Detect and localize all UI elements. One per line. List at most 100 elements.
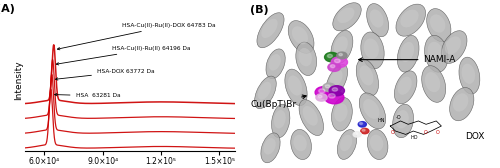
Ellipse shape bbox=[361, 32, 384, 69]
Ellipse shape bbox=[334, 103, 347, 122]
Text: O: O bbox=[424, 130, 427, 135]
Ellipse shape bbox=[445, 36, 461, 54]
Circle shape bbox=[328, 94, 335, 98]
Ellipse shape bbox=[302, 106, 318, 126]
Circle shape bbox=[326, 85, 330, 88]
Ellipse shape bbox=[264, 138, 276, 155]
Ellipse shape bbox=[338, 130, 356, 159]
Text: -O: -O bbox=[396, 115, 401, 120]
Ellipse shape bbox=[329, 70, 342, 88]
Ellipse shape bbox=[331, 30, 353, 64]
Ellipse shape bbox=[298, 48, 312, 66]
Circle shape bbox=[358, 122, 366, 127]
Ellipse shape bbox=[326, 64, 347, 97]
Ellipse shape bbox=[266, 49, 285, 79]
Ellipse shape bbox=[425, 72, 440, 92]
Ellipse shape bbox=[426, 9, 451, 42]
X-axis label: m/z: m/z bbox=[122, 167, 138, 168]
Ellipse shape bbox=[459, 57, 480, 94]
Circle shape bbox=[315, 87, 333, 98]
Circle shape bbox=[339, 53, 342, 56]
Ellipse shape bbox=[398, 35, 419, 72]
Ellipse shape bbox=[366, 4, 388, 37]
Circle shape bbox=[337, 52, 347, 59]
Ellipse shape bbox=[337, 7, 354, 23]
Circle shape bbox=[353, 132, 362, 137]
Text: O: O bbox=[436, 130, 440, 135]
Y-axis label: Intensity: Intensity bbox=[14, 61, 24, 100]
Circle shape bbox=[329, 86, 344, 96]
Circle shape bbox=[362, 129, 365, 131]
Text: (A): (A) bbox=[0, 4, 14, 14]
Ellipse shape bbox=[367, 129, 388, 160]
Ellipse shape bbox=[394, 71, 417, 104]
Ellipse shape bbox=[292, 26, 308, 44]
Circle shape bbox=[318, 95, 322, 98]
Ellipse shape bbox=[396, 110, 409, 129]
Text: HO: HO bbox=[411, 135, 418, 140]
Circle shape bbox=[316, 94, 327, 101]
Ellipse shape bbox=[360, 65, 374, 86]
Circle shape bbox=[330, 65, 335, 68]
Ellipse shape bbox=[392, 104, 413, 138]
Ellipse shape bbox=[450, 88, 474, 121]
Ellipse shape bbox=[261, 133, 280, 163]
Ellipse shape bbox=[257, 13, 284, 48]
Circle shape bbox=[324, 52, 339, 62]
Ellipse shape bbox=[332, 97, 352, 131]
Ellipse shape bbox=[262, 19, 278, 38]
Ellipse shape bbox=[360, 93, 386, 129]
Ellipse shape bbox=[462, 64, 475, 84]
Ellipse shape bbox=[370, 9, 384, 28]
Circle shape bbox=[328, 63, 340, 71]
Ellipse shape bbox=[288, 21, 314, 53]
Ellipse shape bbox=[430, 14, 446, 33]
Ellipse shape bbox=[333, 3, 361, 31]
Ellipse shape bbox=[294, 135, 307, 151]
Text: Cu(BpT)Br: Cu(BpT)Br bbox=[250, 95, 306, 109]
Text: NAMI-A: NAMI-A bbox=[358, 55, 456, 64]
Ellipse shape bbox=[370, 135, 384, 151]
Circle shape bbox=[324, 91, 344, 104]
Ellipse shape bbox=[400, 42, 414, 62]
Text: HSA-Cu(II)-Ru(II) 64196 Da: HSA-Cu(II)-Ru(II) 64196 Da bbox=[56, 46, 191, 65]
Text: HN: HN bbox=[378, 118, 385, 123]
Ellipse shape bbox=[254, 76, 276, 109]
Ellipse shape bbox=[356, 59, 378, 96]
Text: HSA-DOX 63772 Da: HSA-DOX 63772 Da bbox=[56, 69, 154, 80]
Ellipse shape bbox=[396, 4, 426, 36]
Ellipse shape bbox=[334, 36, 348, 54]
Ellipse shape bbox=[453, 93, 468, 112]
Text: HSA  63281 Da: HSA 63281 Da bbox=[54, 93, 120, 98]
Circle shape bbox=[361, 128, 369, 134]
Ellipse shape bbox=[398, 77, 411, 95]
Circle shape bbox=[354, 133, 358, 135]
Circle shape bbox=[318, 89, 325, 93]
Ellipse shape bbox=[296, 42, 316, 76]
Circle shape bbox=[332, 88, 338, 91]
Ellipse shape bbox=[285, 69, 307, 106]
Ellipse shape bbox=[299, 100, 324, 136]
Text: HSA-Cu(II)-Ru(II)-DOX 64783 Da: HSA-Cu(II)-Ru(II)-DOX 64783 Da bbox=[58, 23, 216, 50]
Ellipse shape bbox=[268, 54, 281, 71]
Text: DOX: DOX bbox=[466, 132, 484, 141]
Ellipse shape bbox=[288, 75, 302, 96]
Ellipse shape bbox=[422, 66, 446, 102]
Ellipse shape bbox=[258, 82, 271, 100]
Text: (B): (B) bbox=[250, 5, 268, 15]
Ellipse shape bbox=[424, 35, 448, 72]
Circle shape bbox=[328, 54, 332, 58]
Ellipse shape bbox=[364, 38, 379, 59]
Circle shape bbox=[360, 122, 362, 124]
Ellipse shape bbox=[428, 42, 442, 62]
Ellipse shape bbox=[340, 135, 352, 151]
Circle shape bbox=[334, 59, 340, 63]
Ellipse shape bbox=[400, 10, 418, 27]
Text: O: O bbox=[390, 130, 394, 135]
Ellipse shape bbox=[441, 31, 467, 63]
Ellipse shape bbox=[290, 129, 312, 160]
Ellipse shape bbox=[272, 104, 290, 138]
Ellipse shape bbox=[274, 110, 285, 129]
Circle shape bbox=[331, 57, 347, 68]
Ellipse shape bbox=[363, 99, 380, 119]
